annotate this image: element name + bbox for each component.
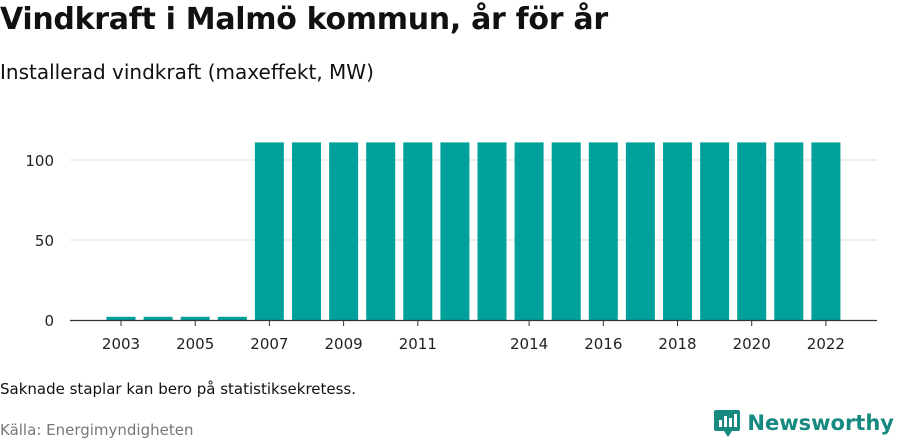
bar bbox=[663, 142, 692, 320]
bar-chart: 0 50 100 2003 2005 2007 2009 2011 2014 2016 2018 20… bbox=[25, 142, 877, 353]
brand-name: Newsworthy bbox=[747, 411, 894, 435]
bar bbox=[106, 316, 136, 320]
bars bbox=[106, 142, 841, 320]
chart-subtitle: Installerad vindkraft (maxeffekt, MW) bbox=[0, 60, 374, 84]
bar bbox=[292, 142, 321, 320]
bar bbox=[180, 316, 210, 320]
x-tick-label: 2009 bbox=[325, 335, 363, 353]
bar bbox=[774, 142, 804, 320]
y-tick-label: 100 bbox=[25, 152, 54, 170]
bar bbox=[700, 142, 730, 320]
x-tick-label: 2020 bbox=[733, 335, 771, 353]
bar bbox=[737, 142, 767, 320]
newsworthy-logo-icon bbox=[714, 410, 741, 437]
bar bbox=[625, 142, 655, 320]
axes: 0 50 100 2003 2005 2007 2009 2011 2014 2016 2018 20… bbox=[25, 152, 877, 353]
x-tick-label: 2014 bbox=[510, 335, 548, 353]
x-tick-label: 2022 bbox=[807, 335, 845, 353]
bar bbox=[403, 142, 433, 320]
bar bbox=[366, 142, 396, 320]
footnote: Saknade staplar kan bero på statistiksek… bbox=[0, 380, 357, 398]
bar bbox=[514, 142, 544, 320]
newsworthy-brand: Newsworthy bbox=[713, 408, 894, 438]
bar bbox=[143, 316, 173, 320]
chart-title: Vindkraft i Malmö kommun, år för år bbox=[0, 2, 608, 37]
bar bbox=[811, 142, 841, 320]
bar bbox=[551, 142, 581, 320]
x-tick-label: 2005 bbox=[176, 335, 214, 353]
bar bbox=[329, 142, 359, 320]
bar bbox=[440, 142, 470, 320]
x-tick-label: 2007 bbox=[250, 335, 288, 353]
bar bbox=[254, 142, 284, 320]
x-tick-label: 2018 bbox=[658, 335, 696, 353]
source-credit: Källa: Energimyndigheten bbox=[0, 421, 194, 439]
x-tick-label: 2003 bbox=[102, 335, 140, 353]
x-tick-label: 2011 bbox=[399, 335, 437, 353]
x-tick-label: 2016 bbox=[584, 335, 622, 353]
bar bbox=[588, 142, 618, 320]
y-tick-label: 50 bbox=[35, 232, 54, 250]
bar bbox=[477, 142, 507, 320]
y-tick-label: 0 bbox=[44, 312, 54, 330]
bar bbox=[217, 316, 247, 320]
